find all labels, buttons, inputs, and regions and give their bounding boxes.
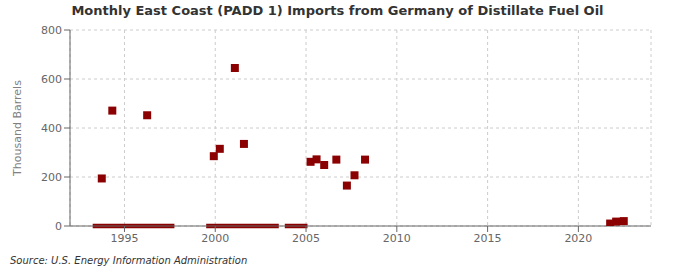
svg-text:600: 600 bbox=[41, 73, 62, 86]
svg-text:Thousand Barrels: Thousand Barrels bbox=[11, 80, 24, 177]
html-text:Source: U.S. Energy Informatio: Source: U.S. Energy Information Administ… bbox=[10, 255, 248, 266]
html-text:Monthly East Coast (PADD 1) Im: Monthly East Coast (PADD 1) Imports from… bbox=[71, 3, 604, 18]
svg-text:2010: 2010 bbox=[383, 232, 411, 245]
svg-text:2020: 2020 bbox=[564, 232, 592, 245]
svg-text:400: 400 bbox=[41, 122, 62, 135]
svg-text:2005: 2005 bbox=[292, 232, 320, 245]
svg-text:200: 200 bbox=[41, 171, 62, 184]
svg-text:2015: 2015 bbox=[474, 232, 502, 245]
svg-text:800: 800 bbox=[41, 24, 62, 37]
svg-text:1995: 1995 bbox=[110, 232, 138, 245]
svg-text:2000: 2000 bbox=[201, 232, 229, 245]
svg-text:0: 0 bbox=[55, 220, 62, 233]
